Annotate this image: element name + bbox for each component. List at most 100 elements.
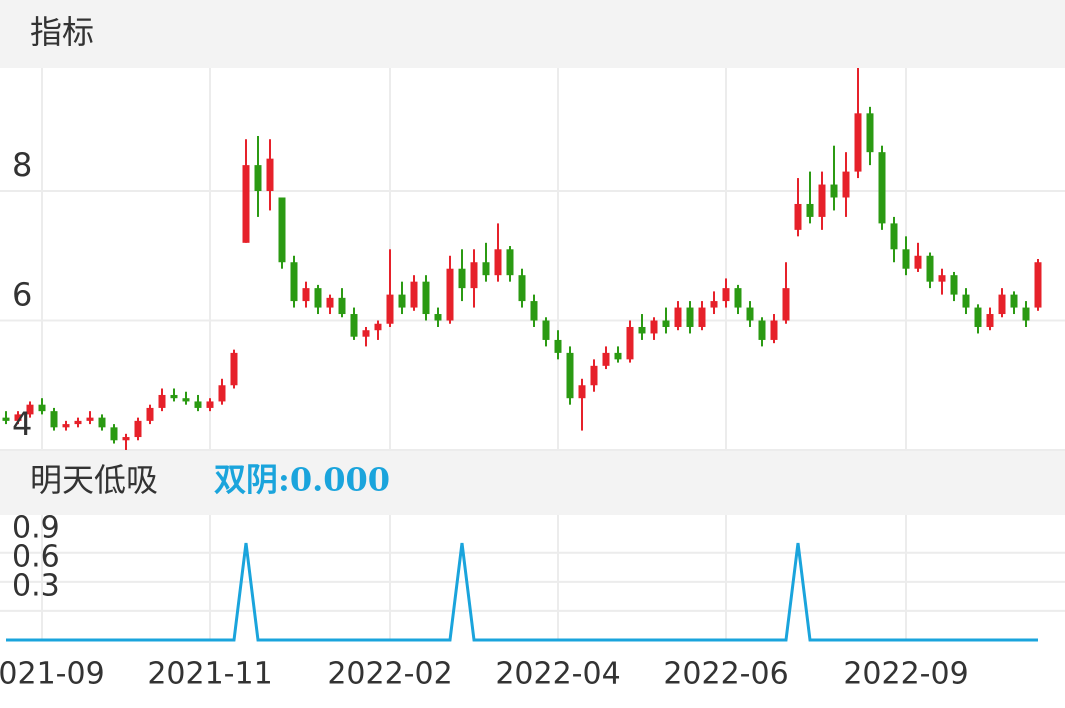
candle-body <box>194 401 202 408</box>
y-tick-label: 4 <box>12 405 32 443</box>
candle-body <box>530 301 538 321</box>
candle-body <box>74 420 82 425</box>
candle-body <box>890 223 898 250</box>
candle-body <box>566 352 574 399</box>
candle-body <box>326 297 334 308</box>
candle-body <box>86 417 94 421</box>
candle-body <box>386 294 394 324</box>
candle-body <box>422 281 430 315</box>
candle-body <box>38 404 46 412</box>
candle-body <box>206 401 214 408</box>
candle-body <box>878 152 886 224</box>
candle-body <box>614 352 622 360</box>
y-tick-label: 6 <box>12 276 32 314</box>
candle-body <box>302 288 310 302</box>
indicator-line <box>6 542 1038 642</box>
candle-body <box>2 417 10 421</box>
candle-body <box>374 323 382 331</box>
candle-body <box>830 184 838 198</box>
x-tick-label: 2021-09 <box>0 657 105 692</box>
candle-body <box>518 275 526 302</box>
candle-body <box>254 165 262 192</box>
y-tick-label: 0.3 <box>12 568 60 603</box>
candle-body <box>146 407 154 421</box>
candle-body <box>806 203 814 217</box>
candle-body <box>158 394 166 408</box>
candle-body <box>986 314 994 327</box>
candle-body <box>758 320 766 340</box>
header-band <box>0 0 1065 68</box>
candle-body <box>866 113 874 153</box>
candle-body <box>446 268 454 321</box>
candle-body <box>314 288 322 308</box>
candle-body <box>902 249 910 269</box>
candle-body <box>482 262 490 276</box>
candle-body <box>98 417 106 428</box>
candle-body <box>110 427 118 441</box>
candle-body <box>338 297 346 315</box>
panel-title: 指标 <box>30 13 94 51</box>
candle-body <box>662 320 670 327</box>
candle-body <box>686 307 694 327</box>
y-tick-label: 8 <box>12 146 32 184</box>
candle-body <box>542 320 550 340</box>
candle-body <box>554 339 562 353</box>
candle-body <box>398 294 406 308</box>
candle-body <box>494 249 502 276</box>
candle-body <box>746 307 754 321</box>
candle-body <box>122 437 130 441</box>
y-tick-label: 0.6 <box>12 539 60 574</box>
candle-body <box>350 314 358 337</box>
candle-body <box>782 288 790 321</box>
candle-body <box>722 288 730 302</box>
candle-body <box>650 320 658 334</box>
candle-body <box>638 326 646 334</box>
candle-body <box>602 352 610 366</box>
candle-body <box>290 262 298 302</box>
candle-body <box>506 249 514 276</box>
candle-body <box>242 165 250 243</box>
candle-body <box>50 411 58 428</box>
candle-body <box>938 275 946 282</box>
candle-body <box>14 414 22 421</box>
candle-body <box>794 203 802 230</box>
panel-title: 明天低吸 <box>30 461 158 499</box>
candle-body <box>170 394 178 399</box>
candle-body <box>434 314 442 321</box>
candle-body <box>950 275 958 295</box>
x-tick-label: 2021-11 <box>147 657 272 692</box>
candle-body <box>926 255 934 282</box>
candle-body <box>854 113 862 172</box>
candle-body <box>770 320 778 340</box>
header-band <box>0 450 1065 515</box>
candle-body <box>626 326 634 360</box>
candle-body <box>266 158 274 192</box>
candle-body <box>230 352 238 386</box>
candle-body <box>278 197 286 263</box>
candle-body <box>998 294 1006 315</box>
candle-body <box>410 281 418 308</box>
candle-body <box>182 398 190 402</box>
candle-body <box>914 255 922 269</box>
candle-body <box>1022 307 1030 321</box>
x-tick-label: 2022-02 <box>327 657 452 692</box>
candle-body <box>842 171 850 198</box>
x-tick-label: 2022-06 <box>663 657 788 692</box>
candle-body <box>962 294 970 308</box>
indicator-value: 双阴:0.000 <box>214 461 390 499</box>
candle-body <box>698 307 706 327</box>
candle-body <box>134 420 142 438</box>
candle-body <box>818 184 826 217</box>
candle-body <box>734 288 742 308</box>
candle-body <box>674 307 682 327</box>
y-tick-label: 0.9 <box>12 510 60 545</box>
candle-body <box>710 301 718 308</box>
candle-body <box>578 385 586 399</box>
candle-body <box>590 365 598 386</box>
candle-body <box>974 307 982 327</box>
candle-body <box>470 262 478 289</box>
candle-body <box>1010 294 1018 308</box>
candle-body <box>362 330 370 337</box>
